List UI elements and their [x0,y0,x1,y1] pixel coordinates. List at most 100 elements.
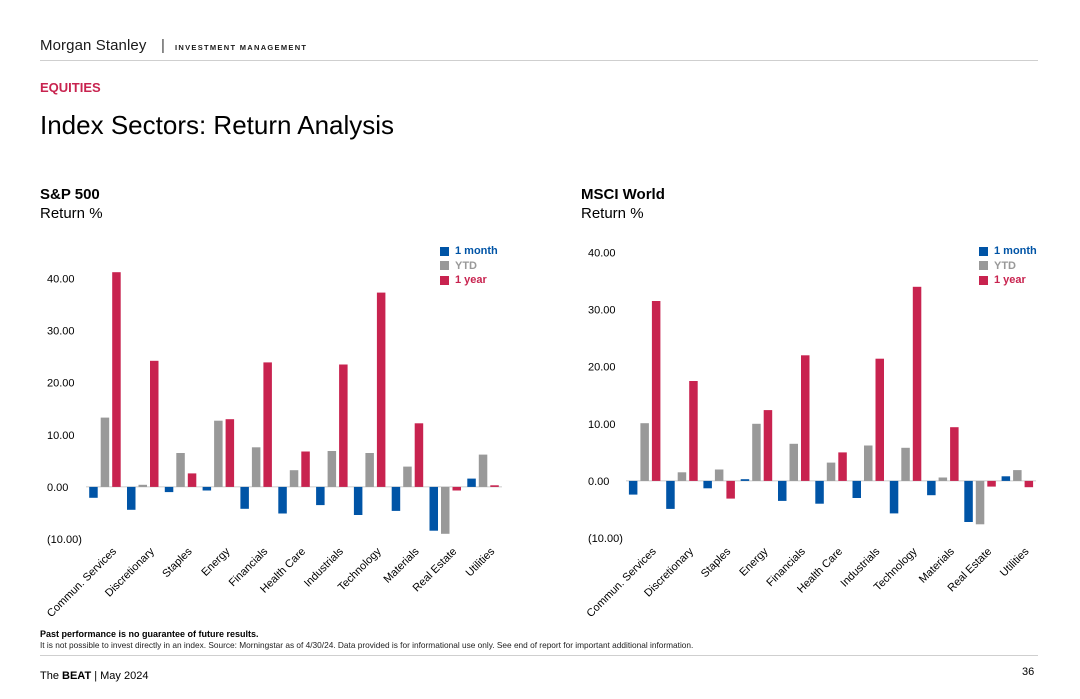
bar-1-year-real-estate [452,486,461,491]
y-tick-label: 30.00 [588,305,616,317]
bar-ytd-staples [714,469,724,481]
bar-ytd-materials [403,466,412,487]
y-tick-label: 20.00 [588,362,616,374]
bar-1-year-energy [763,410,773,481]
legend-swatch-1-year [979,275,988,285]
legend-item-1-year: 1 year [979,273,1037,288]
brand-logo: Morgan Stanley [40,37,147,54]
bar-ytd-energy [214,420,223,487]
footer-divider [40,655,1038,656]
bar-1-month-commun-services [89,486,98,498]
legend-item-1-month: 1 month [440,244,498,259]
bar-1-year-health-care [301,451,310,487]
bar-1-year-real-estate [987,480,996,487]
bar-1-month-energy [740,479,750,481]
bar-ytd-commun-services [640,423,649,481]
bar-1-year-materials [950,427,959,481]
bar-1-year-staples [187,473,197,487]
legend-label-1-year: 1 year [455,274,487,287]
bar-1-month-technology [889,480,899,514]
bar-1-year-technology [376,292,386,487]
bar-ytd-health-care [826,462,836,481]
bar-1-year-health-care [838,452,847,481]
y-tick-label: 10.00 [47,430,75,442]
chart-title-sp500: S&P 500 [40,186,100,203]
bar-1-year-discretionary [689,381,698,481]
bar-ytd-utilities [1013,470,1022,481]
bar-ytd-commun-services [100,417,110,487]
legend-swatch-1-month [979,246,988,256]
legend-item-1-year: 1 year [440,273,498,288]
y-tick-label: (10.00) [588,533,623,545]
bar-1-month-discretionary [127,486,136,510]
bar-1-year-discretionary [150,360,159,487]
bar-1-month-utilities [467,478,476,487]
legend-label-ytd: YTD [455,259,477,272]
bar-1-month-real-estate [429,486,438,531]
disclaimer-bold: Past performance is no guarantee of futu… [40,629,259,639]
bar-ytd-real-estate [975,480,985,525]
x-category-label: Energy [737,545,770,578]
y-tick-label: 0.00 [588,476,609,488]
bar-ytd-discretionary [138,484,147,487]
y-tick-label: 40.00 [47,274,75,286]
y-tick-label: 30.00 [47,326,75,338]
legend-swatch-1-month [440,246,449,256]
bar-1-month-health-care [278,486,287,514]
bar-ytd-utilities [478,454,488,487]
bar-1-month-energy [202,486,212,491]
footer-date: | May 2024 [94,670,149,682]
bar-1-year-energy [225,419,235,487]
bar-1-year-financials [263,362,272,487]
bar-1-month-staples [703,480,712,489]
bar-ytd-discretionary [677,472,687,481]
legend-label-ytd: YTD [994,259,1016,272]
bar-ytd-health-care [289,470,299,487]
bar-1-month-discretionary [666,480,675,509]
bar-ytd-staples [176,453,185,487]
bar-1-month-industrials [852,480,861,498]
page-number: 36 [1022,666,1035,678]
section-label: EQUITIES [40,80,101,95]
bar-1-month-materials [391,486,401,511]
bar-ytd-industrials [327,451,337,487]
footer-publication: The BEAT | May 2024 [40,670,148,682]
brand-division: INVESTMENT MANAGEMENT [175,43,308,52]
bar-1-year-utilities [490,485,499,487]
bar-1-month-financials [778,480,787,501]
legend-label-1-month: 1 month [994,245,1037,258]
bar-1-year-technology [912,286,922,481]
bar-1-year-commun-services [651,301,661,481]
disclaimer-text: It is not possible to invest directly in… [40,640,694,650]
x-category-label: Utilities [998,545,1032,579]
bar-1-month-health-care [815,480,824,504]
bar-1-year-industrials [339,364,348,487]
bar-1-year-staples [726,480,735,499]
bar-ytd-real-estate [441,486,450,534]
legend-label-1-year: 1 year [994,274,1026,287]
bar-ytd-energy [752,423,761,481]
legend-item-ytd: YTD [979,259,1037,274]
legend-msci-world: 1 month YTD 1 year [979,244,1037,288]
bar-ytd-technology [901,447,910,481]
legend-swatch-ytd [979,261,988,271]
y-tick-label: 20.00 [47,378,75,390]
y-tick-label: (10.00) [47,534,82,546]
bar-ytd-technology [365,453,374,487]
legend-label-1-month: 1 month [455,245,498,258]
bar-1-year-materials [414,423,424,487]
chart-title-msci-world: MSCI World [581,186,665,203]
bar-1-month-industrials [316,486,325,506]
bar-1-month-utilities [1001,476,1011,481]
bar-1-month-materials [927,480,936,496]
legend-item-ytd: YTD [440,259,498,274]
brand-separator: | [161,37,165,54]
x-category-label: Staples [699,545,734,580]
bar-1-month-technology [353,486,363,515]
bar-1-month-staples [164,486,174,493]
bar-ytd-materials [938,477,948,481]
footer-the: The [40,670,59,682]
y-tick-label: 0.00 [47,482,68,494]
bar-ytd-industrials [864,445,873,481]
